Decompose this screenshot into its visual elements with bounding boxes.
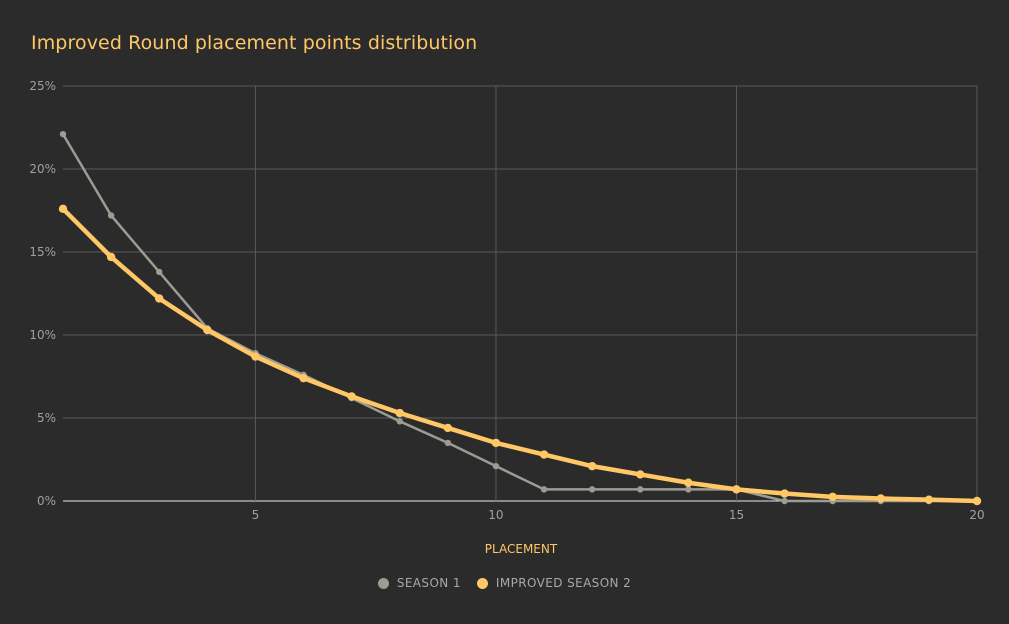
data-point[interactable] xyxy=(203,325,212,335)
data-point[interactable] xyxy=(396,418,403,425)
data-point[interactable] xyxy=(347,392,356,401)
data-point[interactable] xyxy=(685,486,692,493)
data-point[interactable] xyxy=(781,497,788,505)
x-axis-label: PLACEMENT xyxy=(485,542,558,556)
series-line xyxy=(61,132,979,503)
y-tick-label: 15% xyxy=(29,245,56,259)
y-tick-label: 5% xyxy=(37,411,56,425)
data-point[interactable] xyxy=(636,470,645,479)
data-point[interactable] xyxy=(444,439,452,447)
chart-title: Improved Round placement points distribu… xyxy=(31,32,478,54)
data-point[interactable] xyxy=(684,478,693,487)
series-line xyxy=(60,206,980,504)
data-point[interactable] xyxy=(588,486,596,493)
legend: SEASON 1 IMPROVED SEASON 2 xyxy=(0,576,1009,590)
data-point[interactable] xyxy=(491,438,501,448)
y-tick-label: 25% xyxy=(29,79,56,93)
y-tick-label: 0% xyxy=(37,494,56,508)
legend-label: IMPROVED SEASON 2 xyxy=(495,576,632,590)
legend-label: SEASON 1 xyxy=(396,576,461,590)
data-point[interactable] xyxy=(156,268,163,276)
data-point[interactable] xyxy=(924,495,934,504)
x-tick-label: 10 xyxy=(488,508,503,522)
data-point[interactable] xyxy=(443,423,453,433)
data-point[interactable] xyxy=(299,373,308,383)
x-tick-label: 15 xyxy=(729,508,744,522)
data-point[interactable] xyxy=(876,494,885,503)
data-point[interactable] xyxy=(107,212,115,219)
data-point[interactable] xyxy=(251,352,260,361)
series-2 xyxy=(58,204,982,506)
data-point[interactable] xyxy=(539,450,549,459)
y-tick-label: 20% xyxy=(29,162,56,176)
data-point[interactable] xyxy=(637,486,644,493)
data-point[interactable] xyxy=(540,486,548,493)
legend-swatch xyxy=(377,577,389,589)
data-point[interactable] xyxy=(972,496,982,506)
data-point[interactable] xyxy=(780,489,789,498)
data-point[interactable] xyxy=(732,485,741,494)
data-point[interactable] xyxy=(155,294,164,303)
legend-item-2[interactable]: IMPROVED SEASON 2 xyxy=(476,576,632,590)
data-point[interactable] xyxy=(106,252,116,262)
data-point[interactable] xyxy=(59,130,67,138)
data-point[interactable] xyxy=(58,204,68,214)
x-tick-label: 20 xyxy=(969,508,984,522)
legend-item-1[interactable]: SEASON 1 xyxy=(377,576,461,590)
y-tick-label: 10% xyxy=(29,328,56,342)
data-point[interactable] xyxy=(395,408,404,418)
data-point[interactable] xyxy=(828,492,837,502)
legend-swatch xyxy=(476,577,488,589)
data-point[interactable] xyxy=(492,462,500,470)
data-point[interactable] xyxy=(587,461,597,471)
x-tick-label: 5 xyxy=(252,508,260,522)
